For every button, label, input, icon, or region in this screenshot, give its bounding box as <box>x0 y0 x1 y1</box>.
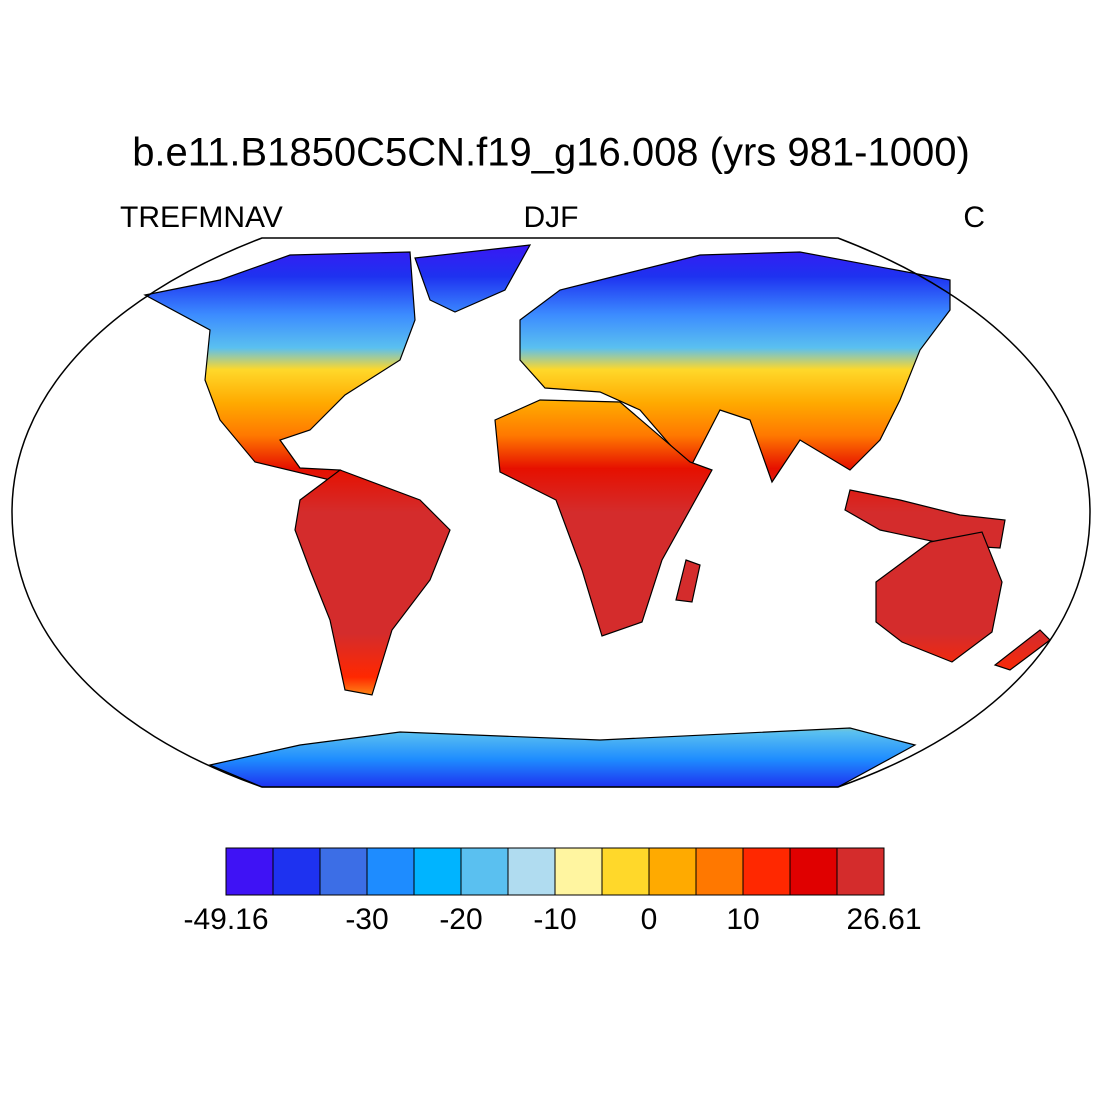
colorbar-box <box>225 847 274 896</box>
colorbar-box <box>648 847 697 896</box>
colorbar-box <box>601 847 650 896</box>
colorbar-tick-label: -49.16 <box>183 903 268 936</box>
left-string: TREFMNAV <box>120 201 283 234</box>
title: b.e11.B1850C5CN.f19_g16.008 (yrs 981-100… <box>132 131 970 175</box>
madagascar <box>675 559 701 603</box>
colorbar-tick-label: 10 <box>726 903 759 936</box>
colorbar-box <box>366 847 415 896</box>
new-zealand <box>993 629 1051 671</box>
greenland <box>414 244 532 313</box>
eurasia <box>519 251 951 484</box>
colorbar-box <box>413 847 462 896</box>
colorbar-tick-label: -30 <box>345 903 388 936</box>
australia <box>875 531 1003 663</box>
north-america <box>143 251 416 481</box>
colorbar-tick-label: -10 <box>533 903 576 936</box>
right-string: C <box>963 201 985 234</box>
colorbar-box <box>319 847 368 896</box>
colorbar-tick-label: -20 <box>439 903 482 936</box>
south-america <box>294 469 451 696</box>
colorbar-box <box>789 847 838 896</box>
africa <box>494 399 713 637</box>
colorbar-box <box>460 847 509 896</box>
colorbar-box <box>554 847 603 896</box>
indonesia <box>844 489 1006 549</box>
land <box>143 244 1051 788</box>
colorbar-box <box>742 847 791 896</box>
colorbar-box <box>836 847 885 896</box>
antarctica <box>208 727 917 788</box>
center-string: DJF <box>524 201 579 234</box>
map-outline <box>11 237 1091 788</box>
colorbar-box <box>507 847 556 896</box>
colorbar-tick-label: 26.61 <box>846 903 921 936</box>
colorbar-tick-label: 0 <box>641 903 658 936</box>
colorbar-box <box>695 847 744 896</box>
colorbar: -49.16 -30 -20 -10 0 10 26.61 <box>183 847 922 936</box>
colorbar-box <box>272 847 321 896</box>
